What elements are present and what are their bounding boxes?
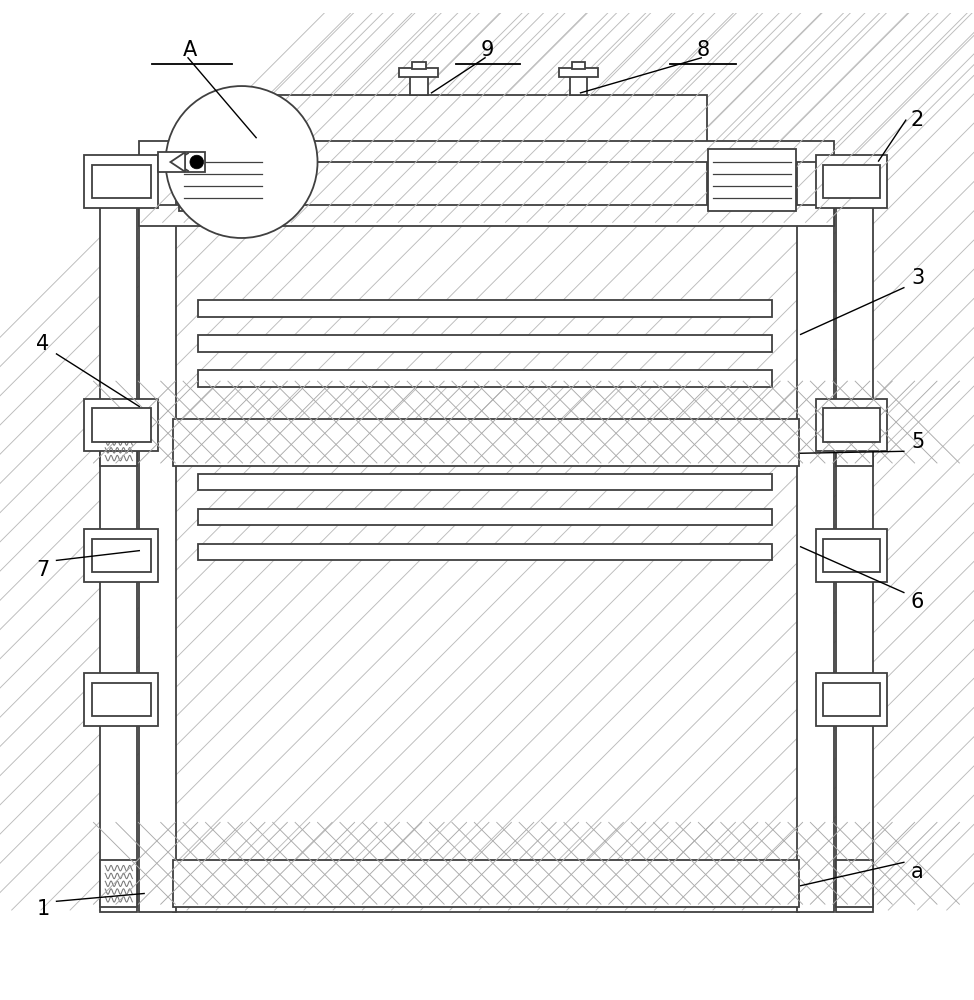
Bar — [100, 419, 137, 466]
Bar — [139, 205, 834, 226]
Bar — [559, 68, 598, 77]
Bar — [572, 62, 585, 69]
Bar — [836, 419, 873, 466]
Bar — [823, 539, 880, 572]
Text: 9: 9 — [480, 40, 494, 60]
Bar — [84, 673, 158, 726]
Bar — [797, 160, 834, 912]
Bar — [823, 683, 880, 716]
Text: 2: 2 — [911, 110, 924, 130]
Bar — [399, 68, 438, 77]
Bar — [836, 160, 873, 912]
Bar — [836, 860, 873, 907]
Bar — [84, 399, 158, 451]
Bar — [823, 165, 880, 198]
Bar — [198, 474, 772, 490]
Bar — [823, 408, 880, 442]
Bar — [179, 149, 267, 211]
Bar — [198, 370, 772, 387]
Bar — [173, 160, 799, 912]
Bar — [816, 399, 887, 451]
Text: 4: 4 — [36, 334, 50, 354]
Bar — [198, 509, 772, 525]
Bar — [103, 864, 134, 903]
Bar — [103, 423, 134, 462]
Bar — [412, 62, 426, 69]
Bar — [816, 155, 887, 208]
Bar — [92, 539, 151, 572]
Bar — [198, 544, 772, 560]
Bar — [175, 863, 797, 904]
Bar — [265, 95, 707, 224]
Bar — [173, 860, 799, 907]
Text: 7: 7 — [36, 560, 50, 580]
Bar — [198, 300, 772, 317]
Bar — [92, 408, 151, 442]
Bar — [570, 73, 587, 95]
Bar — [139, 160, 176, 912]
Bar — [816, 529, 887, 582]
Text: 1: 1 — [36, 899, 50, 919]
Circle shape — [166, 86, 318, 238]
Circle shape — [190, 155, 204, 169]
Bar — [100, 160, 137, 912]
Bar — [267, 97, 705, 222]
Bar — [198, 335, 772, 352]
Bar — [410, 73, 428, 95]
Bar — [92, 683, 151, 716]
Text: A: A — [183, 40, 197, 60]
Bar — [84, 529, 158, 582]
Text: 5: 5 — [911, 432, 924, 452]
Bar — [84, 155, 158, 208]
Text: 6: 6 — [911, 592, 924, 612]
Bar — [139, 141, 834, 162]
Bar — [100, 860, 137, 907]
Bar — [816, 673, 887, 726]
Polygon shape — [170, 152, 185, 172]
Text: 3: 3 — [911, 268, 924, 288]
Text: a: a — [911, 862, 924, 882]
Bar — [175, 422, 797, 463]
Text: 8: 8 — [696, 40, 710, 60]
Bar — [708, 149, 796, 211]
Bar — [173, 419, 799, 466]
Bar — [158, 152, 205, 172]
Bar — [175, 162, 797, 910]
Bar — [92, 165, 151, 198]
